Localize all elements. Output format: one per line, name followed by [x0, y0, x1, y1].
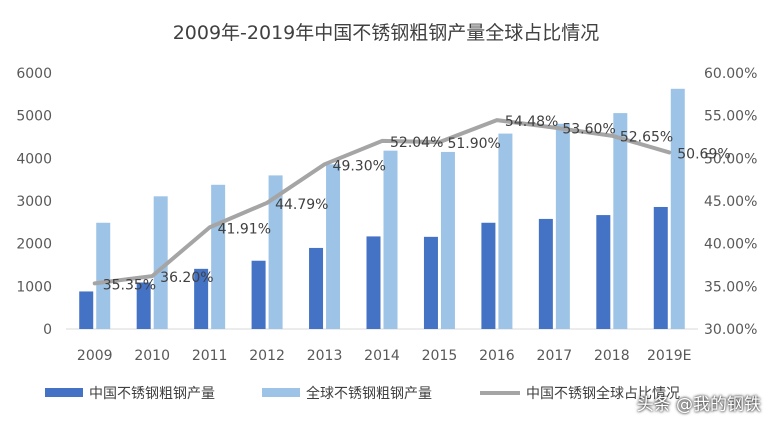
x-tick-label: 2015 — [422, 348, 458, 364]
x-tick-label: 2010 — [134, 348, 170, 364]
bar-china-production — [251, 260, 266, 329]
share-data-label: 44.79% — [275, 197, 328, 213]
bar-china-production — [136, 282, 151, 329]
bar-global-production — [498, 133, 513, 329]
x-tick-label: 2014 — [364, 348, 400, 364]
bar-china-production — [366, 236, 381, 329]
bar-global-production — [613, 113, 628, 330]
y-left-tick-label: 4000 — [16, 151, 52, 167]
bar-global-production — [670, 88, 685, 329]
bar-china-production — [481, 222, 496, 329]
x-tick-label: 2009 — [77, 348, 113, 364]
bar-global-production — [440, 151, 455, 329]
y-right-tick-label: 50.00% — [704, 151, 757, 167]
y-left-tick-label: 3000 — [16, 194, 52, 210]
share-line-path — [92, 118, 672, 286]
y-right-tick-label: 30.00% — [704, 322, 757, 338]
bar-china-production — [309, 247, 324, 329]
bar-global-production — [96, 222, 111, 329]
share-data-label: 49.30% — [333, 158, 386, 174]
y-right-tick-label: 45.00% — [704, 194, 757, 210]
legend-label-global-production: 全球不锈钢粗钢产量 — [306, 385, 432, 402]
y-left-tick-label: 2000 — [16, 237, 52, 253]
legend-label-share: 中国不锈钢全球占比情况 — [526, 385, 680, 402]
bar-global-production — [268, 175, 283, 329]
axes: 0 1000 2000 3000 4000 5000 6000 30.00% 35.00% 40.… — [16, 66, 757, 364]
x-tick-label: 2019E — [647, 348, 691, 364]
share-data-label: 35.35% — [103, 277, 156, 293]
legend-swatch-china-production — [45, 388, 83, 397]
bar-global-production — [555, 123, 570, 329]
share-data-label: 36.20% — [160, 270, 213, 286]
watermark: 头条 @我的钢铁 — [636, 395, 761, 415]
y-left-tick-label: 6000 — [16, 66, 52, 82]
x-tick-label: 2013 — [307, 348, 343, 364]
chart-title: 2009年-2019年中国不锈钢粗钢产量全球占比情况 — [173, 22, 600, 44]
bar-china-production — [79, 291, 94, 329]
legend-label-china-production: 中国不锈钢粗钢产量 — [89, 386, 215, 402]
bar-china-production — [596, 215, 611, 329]
share-line — [92, 118, 672, 286]
y-left-tick-label: 5000 — [16, 109, 52, 125]
share-data-label: 53.60% — [562, 122, 615, 138]
bar-global-production — [326, 164, 341, 329]
bar-china-production — [423, 236, 438, 329]
x-tick-label: 2012 — [249, 348, 285, 364]
share-data-label: 50.69% — [677, 146, 730, 162]
share-data-label: 52.04% — [390, 135, 443, 151]
bar-global-production — [211, 184, 226, 329]
bar-china-production — [653, 206, 668, 329]
x-tick-label: 2018 — [594, 348, 630, 364]
y-left-tick-label: 1000 — [16, 279, 52, 295]
x-tick-label: 2017 — [537, 348, 573, 364]
legend-swatch-global-production — [262, 388, 300, 397]
y-left-tick-label: 0 — [43, 322, 52, 338]
x-tick-label: 2011 — [192, 348, 228, 364]
bar-china-production — [194, 268, 209, 329]
y-right-tick-label: 60.00% — [704, 66, 757, 82]
y-right-tick-label: 55.00% — [704, 109, 757, 125]
share-data-label: 51.90% — [447, 136, 500, 152]
x-tick-label: 2016 — [479, 348, 515, 364]
y-right-tick-label: 35.00% — [704, 279, 757, 295]
y-right-tick-label: 40.00% — [704, 237, 757, 253]
data-labels: 35.35% 36.20% 41.91%44.79% 49.30%52.04% 51.9… — [103, 114, 731, 293]
share-data-label: 54.48% — [505, 114, 558, 130]
legend: 中国不锈钢粗钢产量 全球不锈钢粗钢产量 中国不锈钢全球占比情况 — [45, 385, 680, 402]
share-data-label: 41.91% — [218, 221, 271, 237]
bar-global-production — [383, 150, 398, 329]
bar-global-production — [153, 196, 168, 329]
bar-china-production — [538, 218, 553, 329]
bars — [79, 88, 685, 330]
share-data-label: 52.65% — [620, 130, 673, 146]
